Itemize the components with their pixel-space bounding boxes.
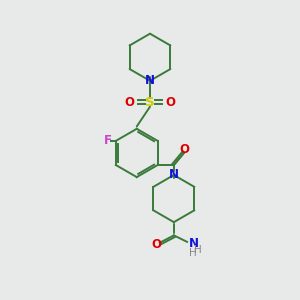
Text: H: H [194,245,202,255]
Text: O: O [124,96,134,109]
Text: N: N [189,236,199,250]
Text: H: H [189,248,196,258]
Text: N: N [169,168,179,181]
Text: N: N [145,74,155,87]
Text: S: S [145,96,155,109]
Text: O: O [166,96,176,109]
Text: O: O [152,238,162,251]
Text: O: O [180,143,190,156]
Text: F: F [103,134,112,147]
